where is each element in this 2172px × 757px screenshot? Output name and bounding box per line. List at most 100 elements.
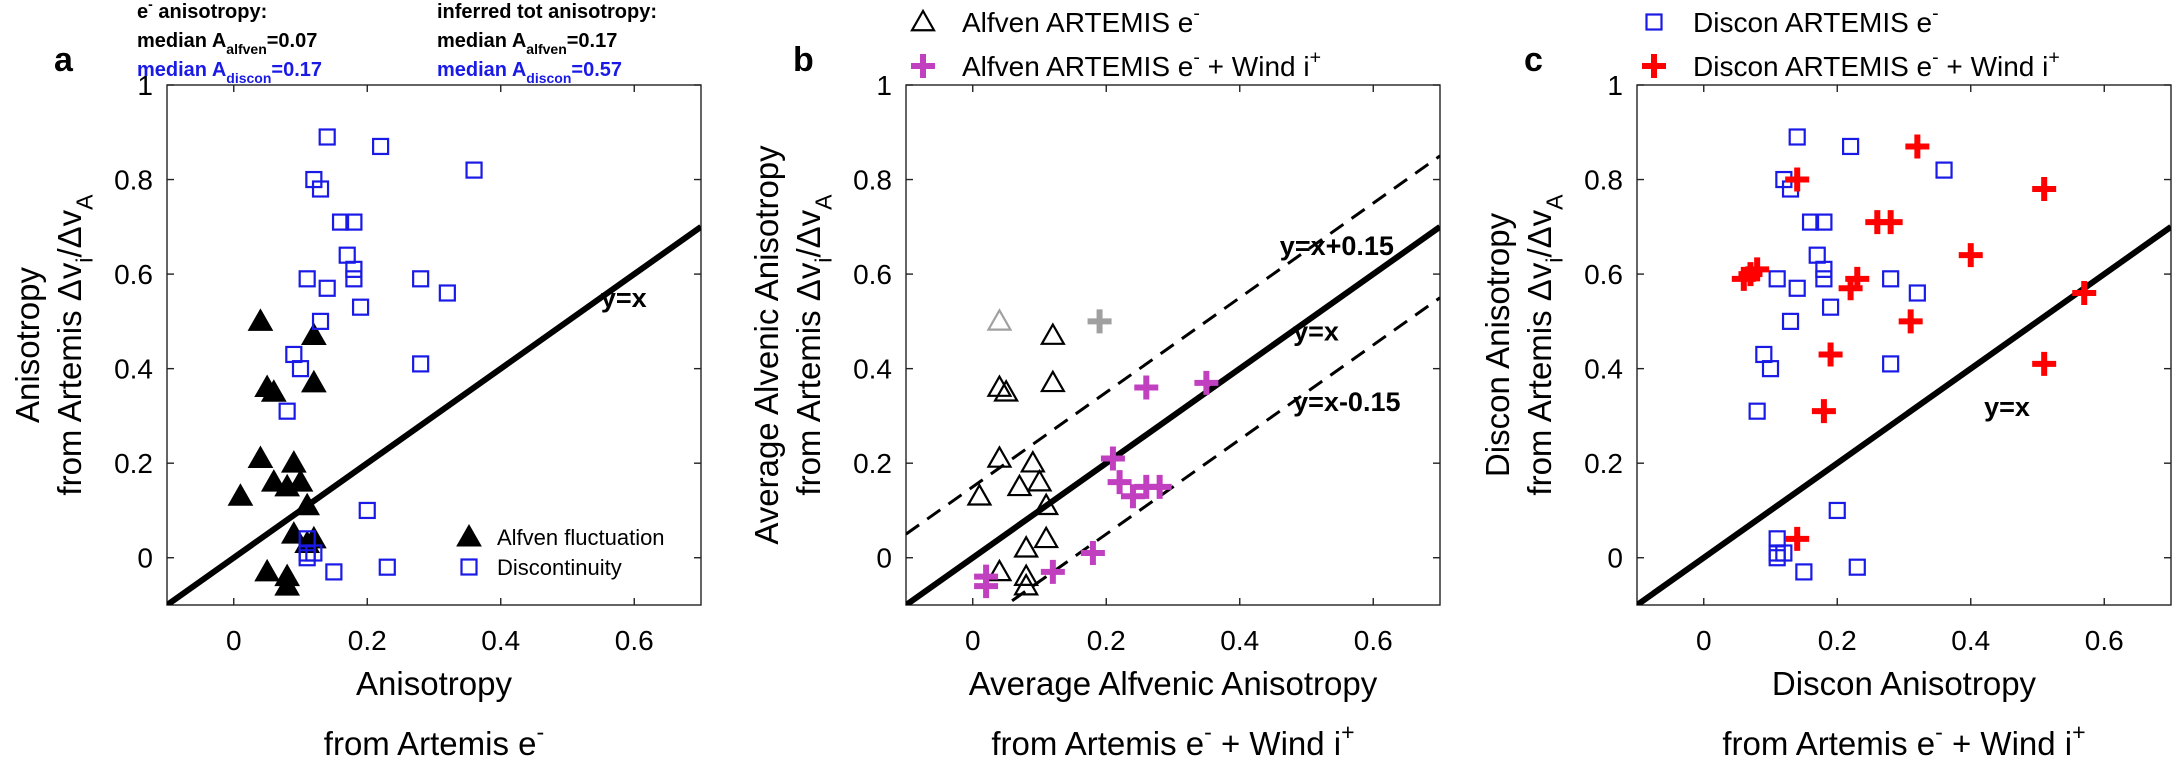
reference-line-label: y=x: [601, 283, 647, 313]
data-point: [1821, 298, 1840, 316]
data-point: [1013, 563, 1040, 586]
legend-label: Discon ARTEMIS e-: [1693, 2, 1939, 38]
data-point: [254, 558, 280, 582]
x-axis-label: from Artemis e- + Wind i+: [1722, 719, 2085, 757]
data-point: [291, 360, 310, 378]
x-tick-label: 0.4: [481, 625, 520, 656]
y-axis-label: from Artemis Δvi/ΔvA: [51, 194, 98, 496]
legend-label: Discontinuity: [497, 555, 622, 580]
legend-marker: [1645, 13, 1663, 31]
data-point: [1731, 266, 1756, 291]
y-tick-label: 1: [1607, 70, 1623, 101]
y-tick-label: 0.4: [114, 354, 153, 385]
reference-lines: [1637, 224, 2171, 605]
data-point: [280, 450, 307, 473]
y-tick-label: 0.8: [114, 165, 153, 196]
reference-line-label: y=x-0.15: [1293, 387, 1400, 417]
data-point: [331, 213, 350, 231]
data-point: [1801, 213, 1820, 231]
reference-line: [1637, 224, 2171, 605]
data-point: [1107, 470, 1132, 495]
data-point: [1781, 312, 1800, 330]
annotation-text: e- anisotropy:: [137, 0, 267, 23]
y-tick-label: 0.2: [1584, 448, 1623, 479]
x-tick-label: 0.6: [615, 625, 654, 656]
data-point: [1768, 530, 1786, 548]
legend-marker: [460, 558, 478, 576]
x-axis-label: Average Alfvenic Anisotropy: [969, 665, 1378, 702]
data-point: [2032, 177, 2057, 201]
plot-area: [905, 84, 1441, 606]
reference-line: [1003, 296, 1440, 605]
data-point: [1120, 484, 1145, 509]
x-tick-label: 0.4: [1220, 625, 1259, 656]
data-point: [260, 379, 287, 402]
legend-label: Discon ARTEMIS e- + Wind i+: [1693, 46, 2060, 82]
plot-area: [1636, 84, 2172, 606]
data-point: [274, 473, 301, 497]
data-point: [298, 270, 316, 288]
y-axis-label: Anisotropy: [9, 267, 46, 423]
legend-marker: [910, 8, 936, 32]
data-point: [1761, 360, 1780, 378]
data-point: [274, 573, 301, 596]
legend-marker: [456, 523, 482, 547]
data-point: [1080, 541, 1105, 565]
legend-marker: [911, 54, 935, 78]
data-point: [1147, 474, 1172, 499]
y-axis-label-line: from Artemis Δvi/ΔvA: [51, 194, 98, 496]
data-point: [974, 574, 999, 599]
y-tick-label: 0: [1607, 543, 1623, 574]
data-point: [1815, 260, 1833, 278]
data-point: [318, 279, 336, 297]
data-point: [1134, 375, 1159, 400]
data-point: [1026, 468, 1053, 492]
panel-label: a: [54, 41, 74, 79]
x-tick-label: 0.6: [1354, 625, 1393, 656]
data-point: [300, 322, 327, 346]
reference-line: [167, 224, 701, 605]
y-tick-label: 0.4: [1584, 354, 1623, 385]
data-point: [1848, 558, 1866, 576]
data-point: [1040, 559, 1065, 584]
x-tick-label: 0.2: [1087, 625, 1126, 656]
reference-line-label: y=x: [1293, 316, 1339, 346]
data-point: [338, 246, 356, 264]
data-point: [287, 469, 314, 492]
data-point: [1768, 549, 1786, 567]
annotation-text: median Adiscon=0.17: [137, 59, 322, 86]
legend-marker: [1642, 54, 1666, 78]
y-axis-label-line: from Artemis Δvi/ΔvA: [790, 194, 837, 496]
data-points: [966, 308, 1219, 599]
data-point: [412, 270, 430, 288]
panel-c: 0 0.2 0.4 0.6 0 0.2 0.4 0.6 0.8 1 y=x c Discon Aniso…: [1479, 2, 2172, 757]
data-point: [278, 402, 296, 420]
reference-line: [906, 224, 1440, 605]
data-point: [298, 549, 316, 567]
data-point: [465, 161, 483, 179]
x-tick-label: 0: [226, 625, 242, 656]
data-point: [1882, 270, 1900, 288]
data-point: [1788, 279, 1806, 297]
x-axis-label: Anisotropy: [356, 665, 512, 702]
data-point: [1039, 322, 1066, 345]
data-point: [1905, 134, 1930, 159]
panel-label: c: [1524, 41, 1543, 79]
annotation-text: median Aalfven=0.07: [137, 30, 317, 57]
data-point: [358, 501, 376, 520]
x-tick-label: 0.6: [2085, 625, 2124, 656]
annotation-text: inferred tot anisotropy:: [437, 1, 657, 23]
data-point: [986, 374, 1013, 397]
data-point: [1013, 535, 1040, 558]
data-point: [986, 308, 1013, 331]
legend-label: Alfven ARTEMIS e- + Wind i+: [962, 46, 1321, 82]
panel-a: 0 0.2 0.4 0.600.20.40.60.81y=xaAnisotropyfr…: [9, 0, 702, 757]
x-tick-label: 0.2: [1818, 625, 1857, 656]
data-point: [311, 180, 330, 198]
legend-label: Alfven fluctuation: [497, 525, 665, 550]
data-point: [325, 563, 343, 581]
plot-area: [166, 84, 702, 606]
data-point: [372, 137, 390, 156]
data-point: [345, 213, 363, 231]
